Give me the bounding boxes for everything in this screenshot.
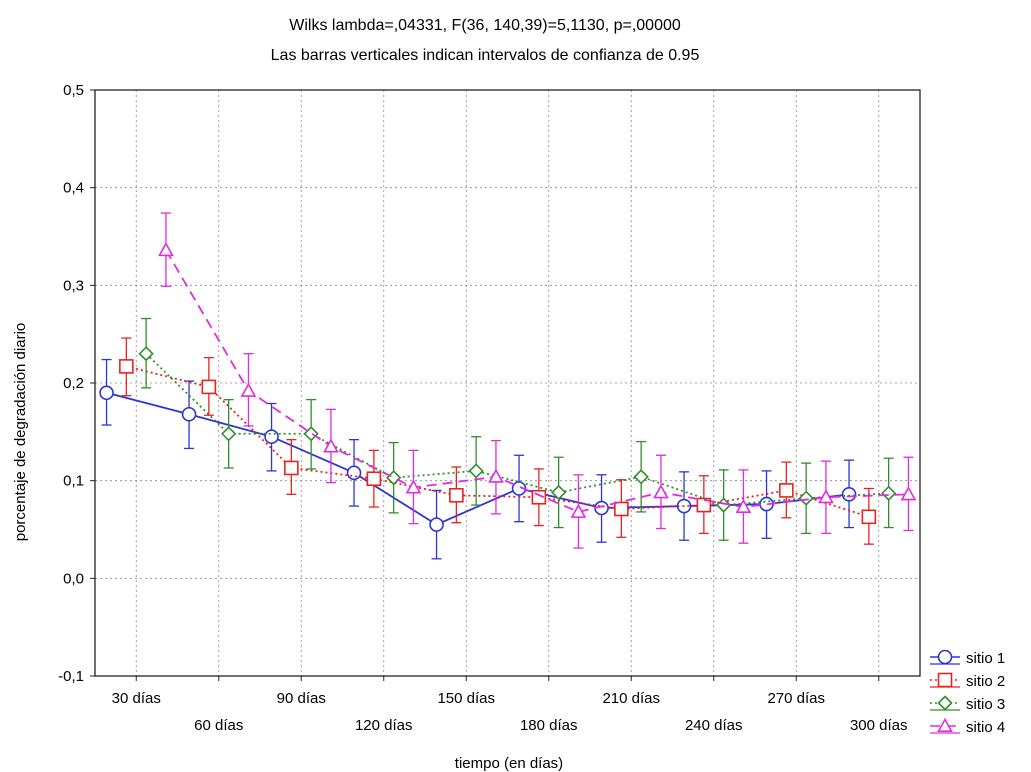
data-point [861, 509, 877, 525]
data-point [138, 346, 154, 362]
x-axis-ticks: 30 días 60 días 90 días 120 días 150 días 180… [112, 676, 908, 734]
data-point [405, 479, 422, 494]
legend-item: sitio 1 [930, 649, 1005, 667]
y-tick-label: 0,0 [63, 570, 84, 587]
data-point [303, 426, 319, 442]
x-tick-label: 270 días [767, 690, 825, 707]
series-line [165, 249, 909, 513]
series-sitio-2 [119, 337, 877, 545]
data-point [201, 379, 217, 395]
data-point [937, 695, 953, 711]
series-layer [99, 212, 917, 560]
series-line [145, 353, 889, 506]
legend-item: sitio 3 [930, 695, 1005, 713]
x-axis-label: tiempo (en días) [455, 755, 563, 772]
data-point [735, 498, 752, 514]
legend-item: sitio 4 [930, 717, 1005, 736]
data-point [99, 385, 114, 401]
data-point [323, 438, 339, 453]
y-tick-label: 0,5 [63, 82, 84, 99]
x-tick-label: 240 días [685, 717, 743, 734]
data-point [551, 484, 567, 501]
data-point [488, 468, 504, 483]
data-point [346, 465, 362, 481]
data-point [818, 489, 834, 504]
series-sitio-3 [138, 317, 897, 541]
data-point [366, 471, 382, 487]
y-tick-label: -0,1 [58, 668, 84, 685]
data-point [937, 649, 953, 665]
legend-label: sitio 4 [966, 719, 1005, 736]
data-point [779, 483, 794, 498]
y-axis-label: porcentaje de degradación diario [12, 323, 29, 542]
data-point [264, 429, 279, 445]
legend-label: sitio 1 [966, 650, 1005, 667]
x-tick-label: 210 días [602, 690, 660, 707]
x-tick-label: 120 días [355, 717, 413, 734]
x-tick-label: 180 días [520, 717, 578, 734]
data-point [468, 463, 484, 479]
legend-label: sitio 3 [966, 696, 1005, 713]
data-point [221, 426, 237, 442]
data-point [614, 501, 629, 517]
data-point [240, 382, 257, 397]
data-point [937, 672, 953, 688]
data-point [937, 717, 953, 733]
data-point [429, 517, 444, 532]
y-tick-label: 0,2 [63, 375, 84, 392]
x-tick-label: 30 días [112, 690, 161, 707]
series-sitio-4 [158, 212, 917, 549]
data-point [181, 406, 197, 422]
series-line [126, 365, 870, 518]
data-point [696, 497, 712, 513]
data-point [633, 469, 649, 485]
legend: sitio 1 sitio 2 sitio 3 sitio 4 [930, 649, 1005, 736]
data-point [386, 470, 402, 486]
grid-lines [95, 89, 920, 677]
y-tick-label: 0,3 [63, 277, 84, 294]
chart-title: Wilks lambda=,04331, F(36, 140,39)=5,113… [289, 17, 681, 34]
data-point [653, 484, 669, 499]
y-tick-label: 0,4 [63, 180, 84, 197]
x-tick-label: 60 días [194, 717, 243, 734]
x-tick-label: 300 días [850, 717, 908, 734]
x-tick-label: 90 días [277, 690, 326, 707]
x-tick-label: 150 días [437, 690, 495, 707]
data-point [158, 242, 174, 257]
data-point [881, 485, 897, 501]
data-point [900, 486, 917, 501]
data-point [798, 490, 814, 506]
data-point [119, 359, 134, 374]
data-point [570, 503, 587, 518]
y-tick-label: 0,1 [63, 473, 84, 490]
data-point [716, 497, 732, 513]
data-point [449, 488, 464, 503]
data-point [841, 487, 857, 502]
data-point [284, 460, 299, 476]
chart-subtitle: Las barras verticales indican intervalos… [271, 47, 700, 64]
legend-item: sitio 2 [930, 672, 1005, 690]
legend-label: sitio 2 [966, 673, 1005, 690]
y-axis-ticks: -0,1 0,0 0,1 0,2 0,3 0,4 0,5 [58, 82, 95, 685]
